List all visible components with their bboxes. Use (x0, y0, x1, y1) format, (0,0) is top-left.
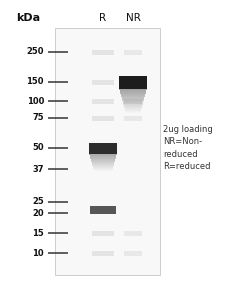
Bar (121, 94, 145, 95)
Text: 15: 15 (32, 229, 44, 238)
Bar (92, 164, 114, 165)
Bar (92, 250, 114, 256)
Bar (123, 100, 143, 102)
Bar (123, 103, 143, 104)
Bar (90, 158, 116, 159)
Text: 10: 10 (32, 248, 44, 257)
Bar (126, 112, 140, 114)
Bar (93, 166, 113, 167)
Bar (120, 91, 146, 92)
Bar (92, 230, 114, 236)
Bar (89, 154, 116, 156)
Bar (90, 206, 116, 214)
Bar (122, 98, 144, 100)
Bar (119, 88, 147, 90)
Bar (92, 161, 114, 163)
Bar (126, 112, 140, 113)
Bar (121, 94, 145, 96)
Bar (119, 76, 147, 88)
Text: 75: 75 (32, 113, 44, 122)
Bar (91, 160, 115, 162)
Text: 150: 150 (27, 77, 44, 86)
Bar (94, 170, 112, 172)
Bar (124, 98, 142, 104)
Bar (91, 160, 115, 161)
Bar (120, 89, 146, 91)
Bar (124, 116, 142, 121)
Bar (94, 169, 112, 171)
Bar (93, 169, 113, 170)
Bar (123, 101, 143, 103)
Bar (55, 28, 160, 275)
Bar (93, 167, 113, 169)
Bar (89, 154, 117, 155)
Bar (125, 110, 140, 112)
Bar (122, 97, 144, 98)
Bar (92, 98, 114, 104)
Text: 25: 25 (32, 197, 44, 206)
Text: 2ug loading
NR=Non-
reduced
R=reduced: 2ug loading NR=Non- reduced R=reduced (163, 125, 213, 171)
Text: 20: 20 (32, 208, 44, 217)
Bar (93, 167, 113, 168)
Bar (90, 157, 116, 158)
Bar (125, 107, 141, 109)
Text: R: R (99, 13, 106, 23)
Bar (92, 163, 114, 164)
Text: 100: 100 (27, 97, 44, 106)
Bar (123, 103, 143, 105)
Bar (124, 106, 142, 108)
Text: 37: 37 (32, 164, 44, 173)
Bar (124, 250, 142, 256)
Bar (124, 50, 142, 55)
Text: NR: NR (126, 13, 140, 23)
Bar (124, 104, 142, 106)
Bar (125, 109, 141, 110)
Bar (92, 164, 114, 166)
Bar (92, 50, 114, 55)
Bar (122, 98, 144, 99)
Bar (125, 110, 141, 111)
Text: 50: 50 (32, 143, 44, 152)
Bar (122, 100, 144, 101)
Bar (120, 92, 146, 93)
Bar (90, 155, 116, 157)
Bar (120, 92, 146, 94)
Bar (121, 95, 145, 97)
Text: kDa: kDa (16, 13, 40, 23)
Text: 250: 250 (27, 47, 44, 56)
Bar (89, 142, 117, 154)
Bar (124, 230, 142, 236)
Bar (91, 158, 115, 160)
Bar (92, 116, 114, 121)
Bar (124, 106, 142, 107)
Bar (92, 80, 114, 85)
